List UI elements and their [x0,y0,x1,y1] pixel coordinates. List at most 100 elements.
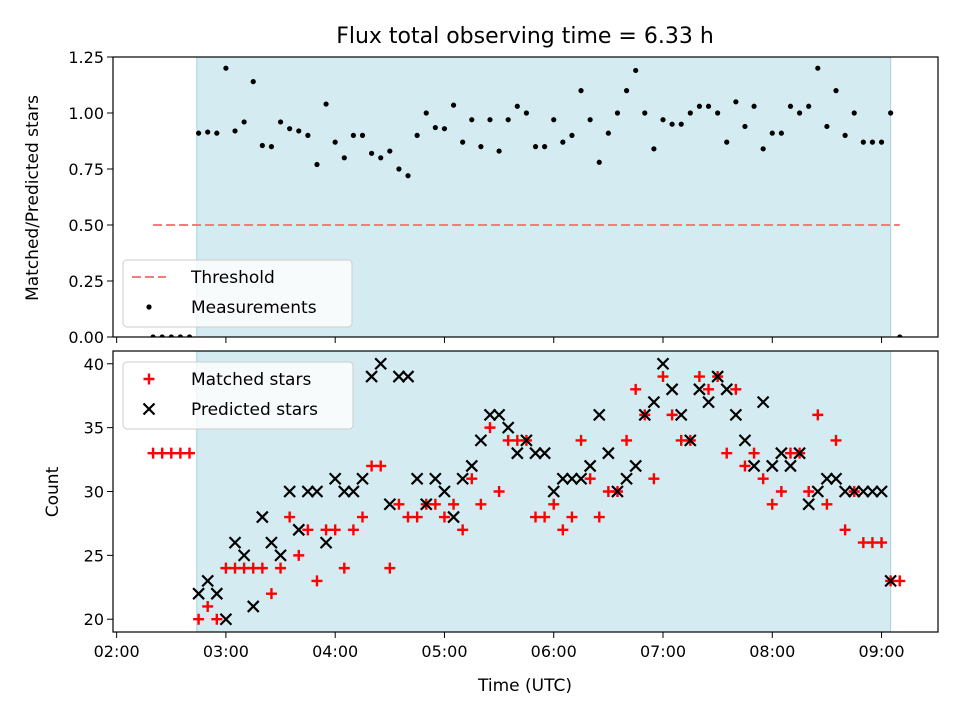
measurement-point [314,161,320,168]
x-tick-label: 08:00 [749,642,795,661]
measurement-point [223,65,229,71]
measurement-point [623,88,630,94]
measurement-point [642,110,648,116]
matched-star-point [484,422,496,434]
measurement-point [359,132,366,138]
x-tick-label: 05:00 [421,642,467,661]
predicted-star-point [611,485,624,498]
predicted-star-point [556,472,570,486]
y-tick-label: 35 [84,419,104,438]
predicted-star-point [674,408,688,422]
measurement-point [396,166,402,172]
measurement-point [715,110,721,116]
legend-box [122,259,353,328]
measurement-point [350,132,356,138]
y-tick-label: 0.75 [68,160,104,179]
predicted-star-point [811,485,825,498]
predicted-star-point [410,472,424,486]
predicted-star-point [529,446,542,460]
measurement-point [150,334,156,337]
measurement-point [742,123,748,130]
y-tick-label: 0.00 [68,328,104,347]
predicted-star-point [338,485,351,498]
matched-star-point [311,575,323,587]
legend-matched-swatch [143,373,155,385]
measurement-point [605,130,611,136]
x-tick-label: 03:00 [203,642,249,661]
predicted-star-point [565,472,579,486]
measurement-point [414,132,420,138]
measurement-point [578,88,584,94]
measurement-point [824,123,830,130]
measurement-point [724,139,730,145]
legend-label: Matched stars [191,370,311,390]
measurement-point [250,79,256,85]
matched-star-point [284,511,296,523]
predicted-star-point [784,459,797,473]
predicted-star-point [265,536,278,549]
matched-star-point [347,524,359,536]
measurement-point [332,139,338,145]
predicted-star-point [884,574,897,588]
predicted-star-point [738,434,752,447]
matched-star-point [429,498,441,510]
y-tick-label: 40 [84,355,104,374]
predicted-star-point [274,549,287,562]
predicted-star-point [747,459,761,473]
matched-star-point [630,383,642,395]
matched-star-point [275,562,287,574]
measurement-point [441,126,448,132]
legend: Threshold Measurements [122,259,353,328]
measurement-point [860,139,866,145]
matched-star-point [539,511,551,523]
matched-star-point [703,383,715,395]
measurement-point [878,139,885,145]
predicted-star-point [210,587,224,600]
matched-star-point [593,511,605,523]
predicted-star-point [383,497,397,511]
predicted-star-point [802,497,815,511]
x-tick-label: 02:00 [94,642,140,661]
predicted-star-point [228,536,242,549]
predicted-star-point [465,459,479,473]
predicted-star-point [602,446,615,460]
measurement-point [705,103,712,109]
matched-star-point [256,562,268,574]
matched-star-point [739,460,751,472]
matched-star-point [830,434,842,446]
matched-star-point [575,434,587,446]
matched-star-point [766,498,778,510]
matched-star-point [648,473,660,485]
plot-marks [150,65,903,337]
predicted-star-point [438,485,451,498]
predicted-star-point [374,357,387,371]
measurement-point [596,159,602,165]
matched-star-point [621,434,633,446]
matched-star-point [557,524,569,536]
legend-label: Threshold [190,268,275,288]
matched-star-point [812,409,824,421]
measurement-point [587,117,593,123]
measurement-point [806,103,812,109]
measurement-point [177,334,183,337]
matched-star-point [393,498,405,510]
matched-star-point [457,524,469,536]
measurement-point [478,144,484,150]
matched-star-point [757,473,769,485]
matched-star-point [211,613,223,625]
predicted-star-point [319,536,333,549]
predicted-star-point [656,357,670,371]
measurement-point [787,103,794,109]
measurement-point [696,103,703,109]
measurement-point [542,144,548,150]
x-tick-label: 09:00 [858,642,904,661]
measurement-point [514,103,520,109]
matched-star-point [493,486,505,497]
measurement-point [833,88,839,94]
matched-star-point [302,524,314,536]
measurement-point [378,155,384,161]
measurement-point [505,117,511,123]
measurement-point [633,67,639,74]
measurement-point [423,110,429,116]
